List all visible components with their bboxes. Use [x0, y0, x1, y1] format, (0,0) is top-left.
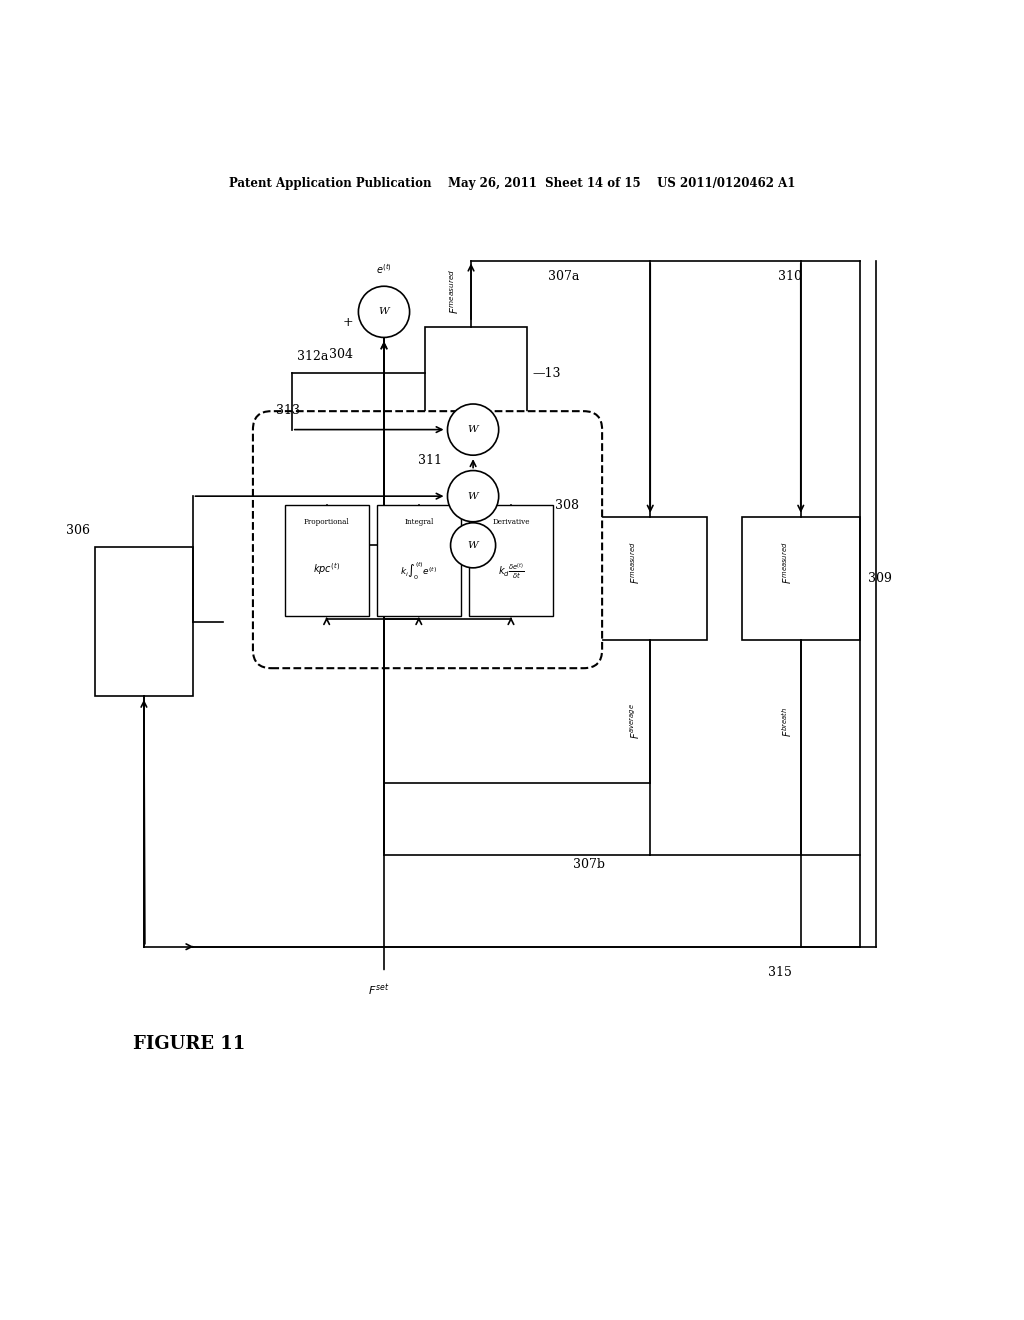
Text: 311: 311	[419, 454, 442, 467]
Text: 312a: 312a	[297, 350, 329, 363]
Text: $F^{measured}$: $F^{measured}$	[447, 269, 461, 314]
FancyBboxPatch shape	[589, 516, 707, 639]
Circle shape	[447, 404, 499, 455]
Text: W: W	[379, 308, 389, 317]
Text: $F^{measured}$: $F^{measured}$	[780, 541, 794, 583]
Circle shape	[451, 523, 496, 568]
Text: Proportional: Proportional	[304, 517, 349, 525]
Text: $F^{average}$: $F^{average}$	[629, 704, 642, 739]
Text: —13: —13	[532, 367, 561, 380]
Text: $F^{set}$: $F^{set}$	[369, 982, 389, 998]
Text: Integral: Integral	[404, 517, 433, 525]
Text: Patent Application Publication    May 26, 2011  Sheet 14 of 15    US 2011/012046: Patent Application Publication May 26, 2…	[228, 177, 796, 190]
FancyBboxPatch shape	[425, 327, 527, 420]
FancyBboxPatch shape	[95, 548, 193, 696]
Text: $k_i \int_0^{(t)} e^{(t)}$: $k_i \int_0^{(t)} e^{(t)}$	[400, 560, 437, 582]
Text: 313: 313	[276, 404, 300, 417]
Circle shape	[358, 286, 410, 338]
Text: 309: 309	[868, 572, 892, 585]
Text: $F^{breath}$: $F^{breath}$	[780, 706, 794, 737]
Text: +: +	[343, 315, 353, 329]
Text: $e^{(t)}$: $e^{(t)}$	[376, 263, 392, 276]
Text: 308: 308	[555, 499, 579, 512]
Text: 307b: 307b	[573, 858, 605, 871]
Text: FIGURE 11: FIGURE 11	[133, 1035, 246, 1053]
FancyBboxPatch shape	[253, 411, 602, 668]
Text: 315: 315	[768, 966, 792, 979]
Text: $k_d \frac{\delta e^{(t)}}{\delta t}$: $k_d \frac{\delta e^{(t)}}{\delta t}$	[498, 561, 524, 581]
Circle shape	[447, 470, 499, 521]
FancyBboxPatch shape	[742, 516, 860, 639]
Text: $kpc^{(t)}$: $kpc^{(t)}$	[313, 561, 340, 577]
Text: W: W	[468, 541, 478, 550]
FancyBboxPatch shape	[469, 506, 553, 616]
FancyBboxPatch shape	[377, 506, 461, 616]
Text: 307a: 307a	[548, 269, 580, 282]
Text: W: W	[468, 425, 478, 434]
Text: 304: 304	[330, 347, 353, 360]
Text: 306: 306	[67, 524, 90, 537]
Text: Derivative: Derivative	[493, 517, 529, 525]
Text: W: W	[468, 491, 478, 500]
FancyBboxPatch shape	[285, 506, 369, 616]
Text: 310: 310	[778, 269, 802, 282]
Text: $F^{measured}$: $F^{measured}$	[629, 541, 642, 583]
